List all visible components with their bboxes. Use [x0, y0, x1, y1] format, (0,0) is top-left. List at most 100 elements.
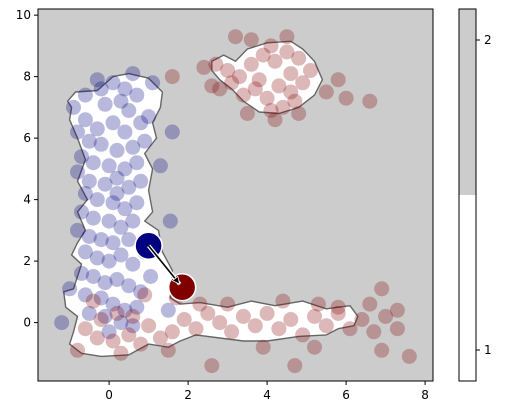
data-point	[279, 29, 295, 45]
data-point	[85, 210, 101, 226]
decision-region	[63, 40, 359, 358]
data-point	[93, 81, 109, 97]
data-point	[267, 53, 283, 69]
colorbar-tick-label: 2	[484, 33, 492, 47]
y-tick-label: 8	[23, 70, 31, 84]
data-point	[263, 103, 279, 118]
data-point	[366, 324, 382, 340]
data-point	[77, 287, 93, 303]
data-point	[224, 75, 240, 91]
data-point	[89, 192, 105, 208]
data-point	[121, 327, 137, 343]
data-point	[283, 84, 299, 100]
data-point	[152, 158, 168, 174]
highlight-arrow-head	[171, 275, 181, 285]
region-polygon	[63, 72, 359, 358]
data-point	[279, 44, 295, 60]
data-point	[77, 87, 93, 103]
data-point	[188, 321, 204, 337]
data-point	[295, 75, 311, 91]
data-point	[287, 358, 303, 374]
data-point	[89, 250, 105, 266]
data-point	[378, 308, 394, 324]
data-point	[97, 176, 113, 192]
data-point	[113, 93, 129, 109]
data-point	[129, 299, 145, 315]
data-point	[105, 195, 121, 211]
data-point	[105, 296, 121, 312]
data-point	[117, 302, 133, 318]
data-point	[85, 293, 101, 309]
data-point	[204, 78, 220, 94]
data-point	[160, 302, 176, 318]
colorbar-frame	[458, 8, 477, 382]
data-point	[247, 318, 263, 334]
data-point	[255, 47, 271, 63]
data-point	[220, 296, 236, 312]
data-point	[141, 109, 157, 125]
data-point	[93, 312, 109, 327]
data-point	[342, 321, 358, 337]
data-point	[220, 63, 236, 78]
data-point	[74, 149, 89, 165]
colorbar: 12	[458, 8, 492, 382]
data-point	[85, 155, 101, 171]
data-point	[121, 278, 137, 294]
data-point	[239, 106, 255, 121]
data-point	[196, 59, 212, 75]
data-point	[105, 235, 121, 251]
data-point	[77, 321, 93, 337]
data-point	[93, 136, 109, 152]
data-point	[85, 269, 101, 284]
data-point	[129, 195, 145, 211]
data-point	[97, 96, 113, 112]
data-point	[291, 106, 307, 121]
data-point	[133, 284, 149, 300]
data-point	[338, 90, 354, 106]
data-point	[287, 93, 303, 109]
data-point	[70, 342, 85, 358]
data-point	[121, 179, 137, 195]
data-point	[235, 87, 251, 103]
colorbar-lower	[459, 195, 476, 381]
data-point	[74, 204, 89, 220]
data-point	[109, 305, 125, 321]
data-point	[89, 72, 105, 88]
data-point	[307, 339, 322, 355]
data-point	[117, 124, 133, 140]
data-point	[162, 213, 178, 229]
data-point	[129, 155, 145, 171]
data-point	[109, 186, 125, 201]
data-point	[137, 287, 153, 303]
data-point	[362, 296, 378, 312]
data-point	[77, 244, 93, 260]
data-point	[401, 348, 417, 364]
data-point	[70, 124, 85, 140]
data-point	[101, 253, 117, 269]
data-point	[113, 315, 129, 331]
data-point	[389, 302, 405, 318]
data-point	[117, 161, 133, 177]
data-point	[129, 87, 145, 103]
highlight-markers	[134, 231, 197, 302]
data-point	[125, 213, 141, 229]
x-tick-label: 8	[421, 388, 429, 402]
data-point	[228, 29, 243, 45]
data-point	[113, 345, 129, 361]
data-point	[310, 296, 326, 312]
y-axis: 0 2 4 6 8 10	[16, 8, 38, 330]
data-point	[307, 308, 322, 324]
data-point	[192, 296, 208, 312]
data-point	[74, 265, 89, 281]
data-point	[125, 66, 141, 82]
x-tick-label: 2	[184, 388, 192, 402]
data-point	[97, 308, 113, 324]
data-point	[81, 173, 97, 189]
highlight-arrow-shaft	[147, 245, 181, 285]
data-point	[259, 305, 275, 321]
data-point	[271, 78, 287, 94]
data-point	[243, 56, 259, 72]
data-point	[89, 121, 105, 137]
data-point	[117, 201, 133, 217]
x-tick-label: 4	[263, 388, 271, 402]
